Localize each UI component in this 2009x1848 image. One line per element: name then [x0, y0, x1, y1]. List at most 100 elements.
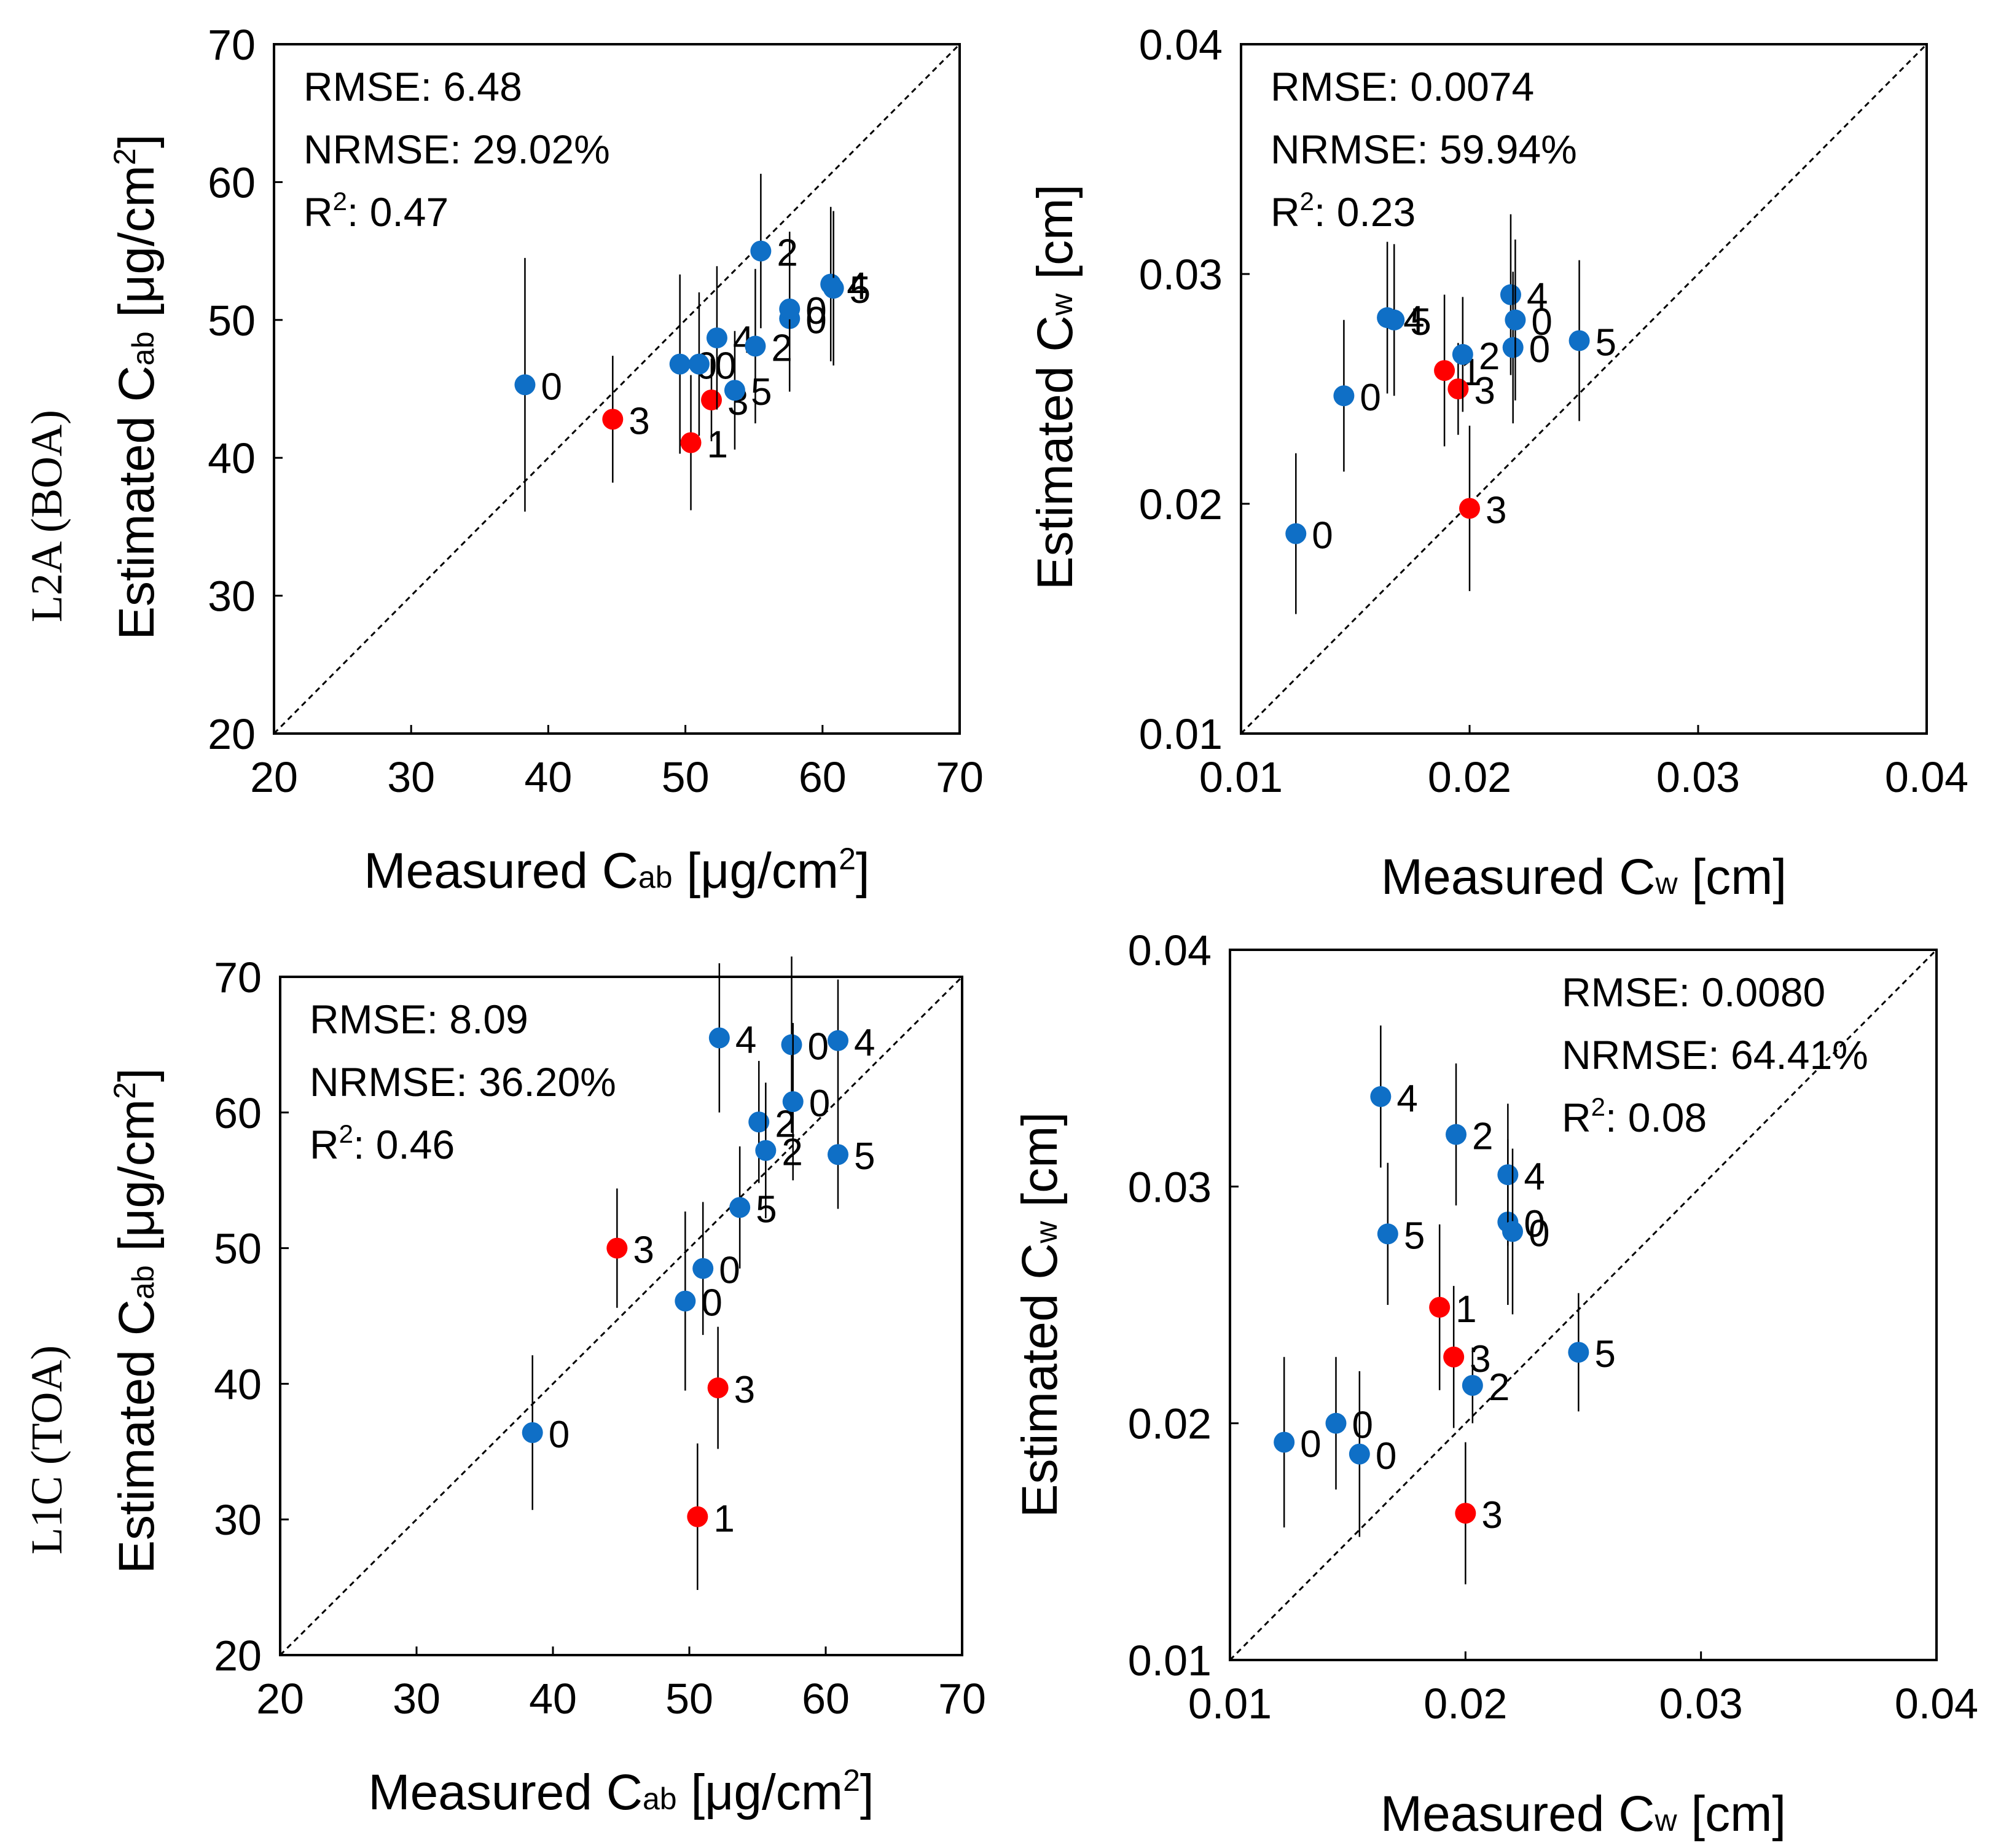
point-label: 0	[549, 1414, 570, 1456]
x-tick-label: 0.04	[1885, 753, 1968, 801]
point-label: 0	[1360, 377, 1380, 419]
data-point-red	[1429, 1296, 1451, 1318]
point-label: 0	[1312, 515, 1333, 557]
data-point-blue	[1462, 1375, 1483, 1396]
data-point-blue	[1349, 1443, 1370, 1465]
data-point-blue	[827, 1144, 848, 1165]
x-tick-label: 50	[665, 1675, 713, 1723]
x-axis-label: Measured Cab [μg/cm2]	[364, 842, 869, 899]
stat-r2: R2: 0.47	[304, 187, 448, 235]
data-point-blue	[1452, 343, 1473, 365]
y-tick-label: 20	[208, 710, 256, 758]
data-point-blue	[745, 335, 766, 357]
data-point-blue	[724, 380, 745, 401]
y-tick-label: 0.04	[1128, 926, 1212, 974]
data-point-blue	[1502, 337, 1524, 358]
data-point-blue	[522, 1422, 543, 1443]
data-point-blue	[781, 1034, 802, 1055]
data-point-blue	[755, 1140, 777, 1161]
one-to-one-line	[1240, 43, 1928, 735]
y-axis-label: Estimated Cw [cm]	[1027, 184, 1083, 590]
y-tick-label: 20	[214, 1632, 262, 1680]
y-axis-label: Estimated Cw [cm]	[1012, 1112, 1068, 1517]
point-label: 5	[854, 1135, 875, 1178]
data-point-blue	[1568, 1342, 1589, 1363]
one-to-one-line	[279, 976, 963, 1656]
data-point-blue	[1370, 1086, 1392, 1107]
point-label: 5	[1410, 301, 1431, 343]
point-label: 1	[713, 1498, 734, 1540]
data-point-red	[1443, 1346, 1465, 1368]
point-label: 3	[629, 400, 649, 442]
x-tick-label: 0.01	[1199, 753, 1283, 801]
y-tick-label: 70	[208, 21, 256, 69]
data-point-red	[701, 389, 723, 410]
x-tick-label: 30	[393, 1675, 441, 1723]
plot-frame	[1240, 43, 1928, 735]
data-point-red	[1447, 378, 1469, 399]
point-label: 0	[805, 300, 826, 342]
x-tick-label: 30	[387, 753, 435, 801]
y-tick-label: 0.04	[1139, 21, 1223, 69]
point-label: 0	[1300, 1423, 1321, 1465]
point-label: 4	[854, 1022, 875, 1064]
x-tick-label: 40	[529, 1675, 577, 1723]
data-point-blue	[688, 353, 710, 375]
y-tick-label: 60	[208, 159, 256, 206]
data-point-blue	[1377, 1223, 1398, 1245]
x-axis-label: Measured Cw [cm]	[1380, 1786, 1786, 1842]
point-label: 3	[1474, 370, 1495, 412]
y-tick-label: 0.02	[1139, 480, 1223, 528]
data-point-blue	[779, 298, 801, 319]
stat-nrmse: NRMSE: 29.02%	[304, 127, 610, 172]
data-point-blue	[708, 1027, 730, 1049]
y-tick-label: 30	[208, 573, 256, 621]
point-label: 5	[1404, 1215, 1425, 1257]
stat-nrmse: NRMSE: 64.41%	[1562, 1032, 1868, 1078]
data-point-red	[1434, 360, 1455, 382]
row-label-top: L2A (BOA)	[22, 410, 71, 622]
y-tick-label: 40	[214, 1360, 262, 1408]
data-point-red	[680, 432, 702, 453]
data-point-blue	[1502, 1221, 1523, 1242]
x-tick-label: 70	[936, 753, 984, 801]
point-label: 2	[1479, 335, 1500, 378]
stat-r2: R2: 0.23	[1271, 187, 1416, 235]
data-point-blue	[1500, 284, 1521, 305]
plot-frame	[273, 43, 961, 735]
point-label: 5	[1596, 321, 1616, 364]
y-tick-label: 0.01	[1139, 710, 1223, 758]
point-label: 4	[1527, 276, 1548, 318]
point-label: 2	[777, 232, 797, 275]
plot-frame	[1229, 949, 1938, 1661]
data-point-blue	[706, 327, 727, 348]
point-label: 4	[1524, 1156, 1545, 1198]
stat-rmse: RMSE: 0.0080	[1562, 969, 1825, 1015]
x-tick-label: 60	[799, 753, 847, 801]
data-point-blue	[1505, 309, 1526, 331]
stat-rmse: RMSE: 0.0074	[1271, 64, 1534, 109]
x-tick-label: 40	[524, 753, 572, 801]
point-label: 1	[1455, 1288, 1476, 1331]
point-label: 0	[1352, 1404, 1373, 1447]
stat-nrmse: NRMSE: 59.94%	[1271, 127, 1577, 172]
point-label: 5	[1594, 1333, 1615, 1376]
one-to-one-line	[273, 43, 961, 735]
data-point-blue	[729, 1197, 751, 1218]
point-label: 0	[719, 1250, 740, 1292]
point-label: 0	[1376, 1435, 1396, 1478]
y-tick-label: 30	[214, 1496, 262, 1544]
data-point-red	[707, 1377, 729, 1399]
data-point-red	[606, 1237, 628, 1259]
point-label: 4	[1403, 299, 1424, 341]
point-label: 0	[809, 1083, 830, 1125]
point-label: 0	[1524, 1203, 1545, 1245]
data-point-red	[602, 409, 624, 430]
data-point-blue	[675, 1290, 696, 1312]
y-axis-label: Estimated Cab [μg/cm2]	[108, 1068, 165, 1573]
data-point-blue	[1333, 385, 1355, 407]
x-tick-label: 70	[938, 1675, 986, 1723]
data-point-blue	[782, 1091, 804, 1113]
x-tick-label: 0.04	[1895, 1680, 1978, 1728]
